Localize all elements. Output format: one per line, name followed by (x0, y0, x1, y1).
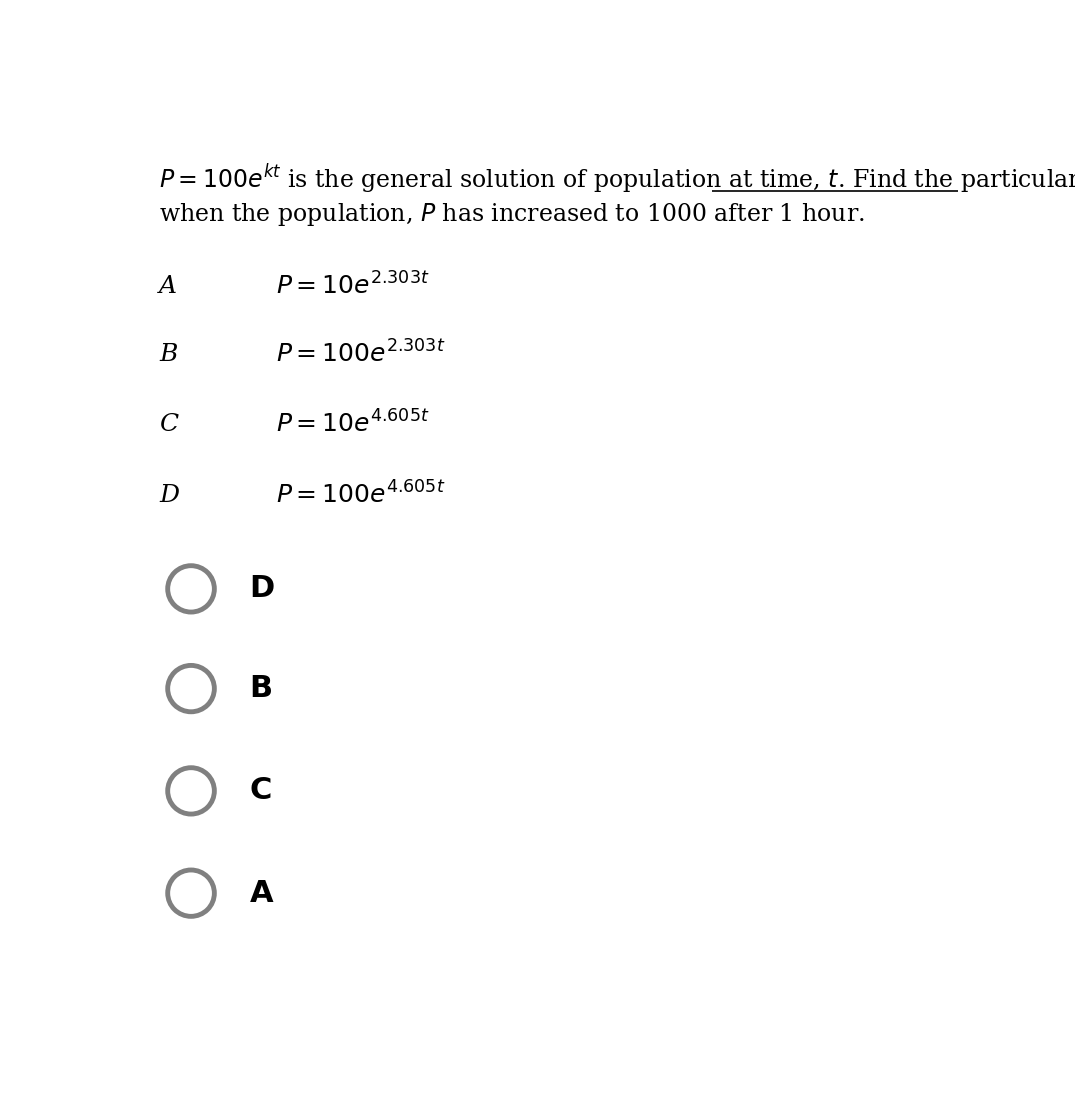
Text: when the population, $P$ has increased to 1000 after 1 hour.: when the population, $P$ has increased t… (159, 201, 865, 228)
Text: $P = 100e^{kt}$ is the general solution of population at time, $t$. Find the par: $P = 100e^{kt}$ is the general solution … (159, 163, 1075, 196)
Text: $P = 100e^{2.303t}$: $P = 100e^{2.303t}$ (276, 341, 445, 368)
Text: $P = 100e^{4.605t}$: $P = 100e^{4.605t}$ (276, 482, 445, 509)
Text: C: C (159, 413, 178, 436)
Text: $P = 10e^{2.303t}$: $P = 10e^{2.303t}$ (276, 272, 430, 300)
Text: B: B (249, 674, 272, 703)
Text: B: B (159, 343, 177, 366)
Text: D: D (249, 575, 274, 603)
Text: C: C (249, 776, 272, 806)
Text: A: A (159, 275, 177, 298)
Text: A: A (249, 879, 273, 908)
Text: D: D (159, 484, 180, 507)
Text: $P = 10e^{4.605t}$: $P = 10e^{4.605t}$ (276, 411, 430, 438)
